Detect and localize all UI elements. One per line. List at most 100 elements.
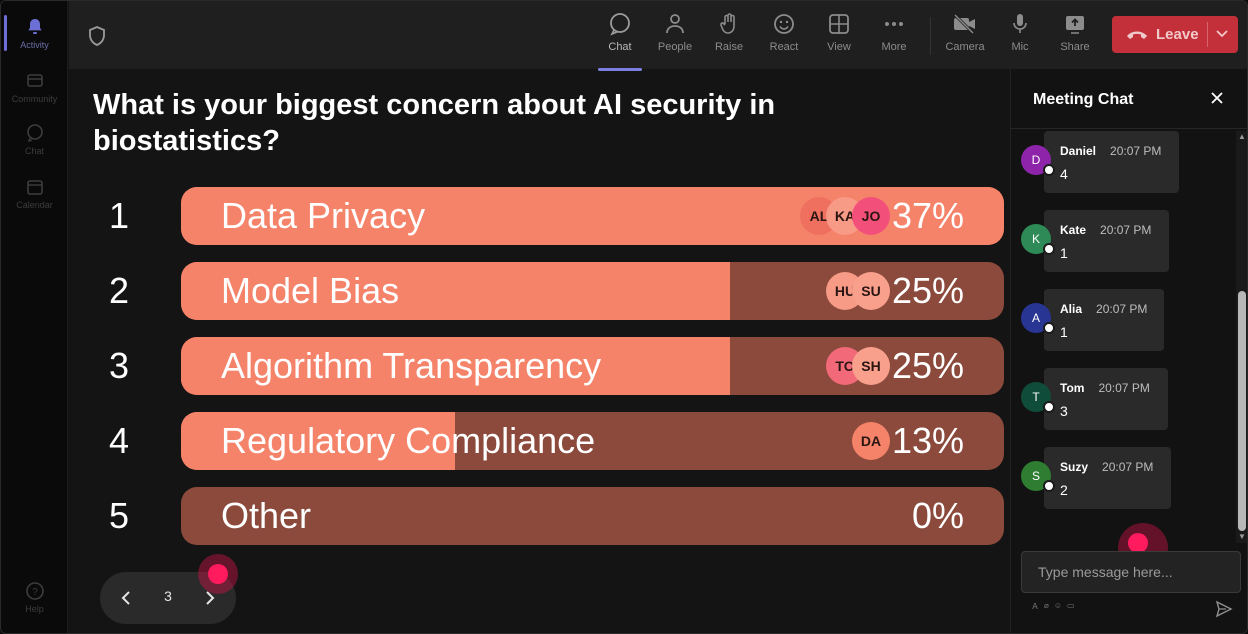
scroll-up-arrow[interactable]: ▲ <box>1238 132 1246 141</box>
poll-question: What is your biggest concern about AI se… <box>93 89 776 157</box>
svg-text:?: ? <box>32 587 38 598</box>
shield-icon[interactable] <box>87 25 107 47</box>
presence-status-icon <box>1043 243 1055 255</box>
avatar[interactable]: D <box>1021 145 1055 176</box>
people-button[interactable]: People <box>649 11 701 63</box>
presence-status-icon <box>1043 322 1055 334</box>
gif-icon[interactable]: ▭ <box>1067 601 1075 610</box>
rail-label: Help <box>25 604 44 614</box>
chat-message: Alia 20:07 PM 1 A <box>1021 289 1231 351</box>
message-text: 4 <box>1060 166 1068 182</box>
people-icon <box>662 11 688 37</box>
rail-item-calendar[interactable]: Calendar <box>1 167 68 219</box>
option-fill <box>181 337 730 395</box>
option-number: 2 <box>109 270 130 311</box>
mic-button[interactable]: Mic <box>994 11 1046 63</box>
view-button[interactable]: View <box>813 11 865 63</box>
avatar[interactable]: K <box>1021 224 1055 255</box>
presence-status-icon <box>1043 164 1055 176</box>
send-icon[interactable] <box>1215 600 1233 618</box>
previous-page-button[interactable] <box>115 587 137 609</box>
view-icon <box>826 11 852 37</box>
close-icon[interactable] <box>1208 89 1226 107</box>
mic-icon <box>1007 11 1033 37</box>
bell-icon <box>24 16 46 38</box>
chat-scrollbar[interactable]: ▲ ▼ <box>1236 131 1247 543</box>
rail-item-chat[interactable]: Chat <box>1 113 68 165</box>
sender-name: Alia <box>1060 302 1083 316</box>
emoji-icon[interactable]: ☺ <box>1053 601 1062 610</box>
voter-avatars: SH TO <box>826 347 890 385</box>
chat-message: Kate 20:07 PM 1 K <box>1021 210 1231 272</box>
rail-label: Activity <box>20 40 49 50</box>
chat-icon <box>607 11 633 37</box>
share-button[interactable]: Share <box>1049 11 1101 63</box>
sender-name: Suzy <box>1060 460 1089 474</box>
message-time: 20:07 PM <box>1098 381 1150 395</box>
message-bubble: Alia 20:07 PM 1 <box>1044 289 1164 351</box>
attach-icon[interactable]: ⌀ <box>1044 601 1049 610</box>
people-button-label: People <box>657 41 693 53</box>
avatar-initial: T <box>1032 390 1040 404</box>
option-bar: Regulatory Compliance DA 13% <box>181 412 1004 470</box>
voter-avatars: JO KA AL <box>800 197 890 235</box>
poll-option[interactable]: 4 Regulatory Compliance DA 13% <box>93 412 1005 470</box>
message-input[interactable]: Type message here... <box>1021 551 1241 593</box>
option-label: Regulatory Compliance <box>221 420 596 461</box>
next-page-button[interactable] <box>199 587 221 609</box>
avatar-initial: S <box>1031 469 1040 483</box>
voter-avatars: DA <box>852 422 890 460</box>
avatar[interactable]: S <box>1021 461 1055 492</box>
share-icon <box>1062 11 1088 37</box>
avatar[interactable]: T <box>1021 382 1055 413</box>
avatar-initial: D <box>1031 153 1041 167</box>
camera-button[interactable]: Camera <box>939 11 991 63</box>
share-button-label: Share <box>1060 41 1090 53</box>
scrollbar-thumb[interactable] <box>1238 291 1246 531</box>
poll-option[interactable]: 2 Model Bias SU HU 25% <box>93 262 1005 320</box>
raise-button-label: Raise <box>714 41 744 53</box>
message-time: 20:07 PM <box>1096 302 1148 316</box>
option-bar: Other 0% <box>181 487 1004 545</box>
raise-hand-button[interactable]: Raise <box>703 11 755 63</box>
poll-option[interactable]: 5 Other 0% <box>93 487 1005 545</box>
react-button-label: React <box>769 41 799 53</box>
option-number: 4 <box>109 420 130 461</box>
cursor-indicator <box>198 554 238 594</box>
chat-message: Daniel 20:07 PM 4 D <box>1021 131 1231 193</box>
rail-item-community[interactable]: Community <box>1 61 68 113</box>
scroll-down-arrow[interactable]: ▼ <box>1238 532 1246 541</box>
chat-button[interactable]: Chat <box>594 11 646 71</box>
more-button[interactable]: More <box>868 11 920 63</box>
option-percent: 37% <box>891 195 964 236</box>
mic-button-label: Mic <box>1011 41 1029 53</box>
chat-message: Tom 20:07 PM 3 T <box>1021 368 1231 430</box>
message-bubble: Suzy 20:07 PM 2 <box>1044 447 1171 509</box>
message-text: 2 <box>1060 482 1068 498</box>
poll-option[interactable]: 3 Algorithm Transparency SH TO 25% <box>93 337 1005 395</box>
community-icon <box>24 70 46 92</box>
chat-header: Meeting Chat <box>1011 69 1247 129</box>
camera-button-label: Camera <box>945 41 985 53</box>
avatar[interactable]: A <box>1021 303 1055 334</box>
rail-item-help[interactable]: ? Help <box>1 571 68 623</box>
option-percent: 25% <box>891 270 964 311</box>
rail-label: Calendar <box>16 200 53 210</box>
poll-option[interactable]: 1 Data Privacy JO KA AL 37% <box>93 187 1005 245</box>
format-icon[interactable]: Ａ <box>1031 602 1039 611</box>
leave-divider <box>1207 22 1208 47</box>
chevron-down-icon[interactable] <box>1215 26 1229 40</box>
leave-button[interactable]: Leave <box>1112 16 1238 53</box>
chat-message: Suzy 20:07 PM 2 S <box>1021 447 1231 509</box>
message-time: 20:07 PM <box>1102 460 1154 474</box>
voter-avatar: DA <box>852 422 890 460</box>
message-time: 20:07 PM <box>1110 144 1162 158</box>
option-number: 3 <box>109 345 130 386</box>
help-icon: ? <box>24 580 46 602</box>
presence-status-icon <box>1043 401 1055 413</box>
presence-status-icon <box>1043 480 1055 492</box>
option-fill <box>181 412 456 470</box>
react-button[interactable]: React <box>758 11 810 63</box>
rail-item-activity[interactable]: Activity <box>1 7 68 59</box>
